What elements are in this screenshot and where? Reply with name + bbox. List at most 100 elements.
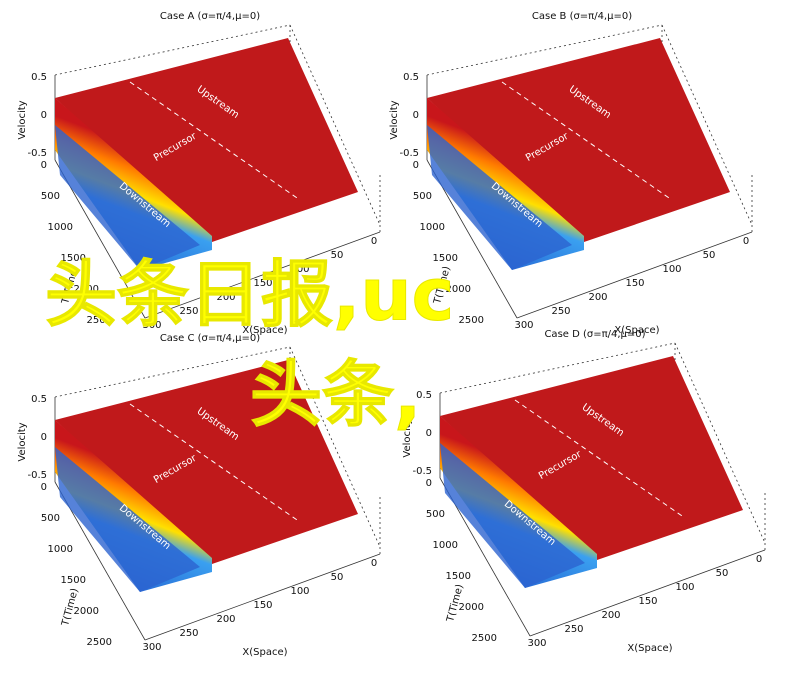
z-tick-label: 0.5 — [403, 72, 419, 83]
panel: Case C (σ=π/4,μ=0)VelocityT(Time)X(Space… — [17, 333, 381, 658]
z-tick-label: 0.5 — [31, 394, 47, 405]
x-tick-label: 100 — [675, 582, 694, 593]
x-tick-label: 50 — [703, 250, 716, 261]
x-tick-label: 0 — [756, 554, 762, 565]
x-tick-label: 250 — [564, 624, 583, 635]
surface-blue — [55, 125, 200, 270]
axis-line — [289, 24, 381, 226]
x-tick-label: 200 — [216, 614, 235, 625]
panel: Case A (σ=π/4,μ=0)VelocityT(Time)X(Space… — [17, 11, 381, 336]
y-tick-label: 2500 — [87, 315, 112, 326]
z-tick-label: 0 — [426, 428, 432, 439]
x-tick-label: 150 — [638, 596, 657, 607]
axis-line — [426, 24, 663, 76]
surface-blue — [440, 443, 585, 588]
x-label: X(Space) — [627, 643, 672, 654]
y-tick-label: 1000 — [48, 544, 73, 555]
surface-red — [55, 38, 358, 242]
front-dashed — [501, 81, 673, 201]
x-label: X(Space) — [614, 325, 659, 336]
front-dashed — [129, 81, 301, 201]
axis-line — [54, 24, 291, 76]
surface-red — [440, 356, 743, 560]
x-tick-label: 300 — [514, 320, 533, 331]
panel: Case B (σ=π/4,μ=0)VelocityT(Time)X(Space… — [389, 11, 753, 336]
x-tick-label: 100 — [290, 586, 309, 597]
axis-line — [439, 342, 676, 394]
overlay-text: 头条日报,uc — [45, 253, 454, 337]
z-label: Velocity — [389, 100, 400, 139]
y-tick-label: 500 — [41, 513, 60, 524]
panel-title: Case B (σ=π/4,μ=0) — [532, 11, 632, 22]
panel-title: Case A (σ=π/4,μ=0) — [160, 11, 260, 22]
axis-line — [144, 553, 381, 641]
x-label: X(Space) — [242, 647, 287, 658]
y-tick-label: 500 — [413, 191, 432, 202]
z-tick-label: 0 — [413, 110, 419, 121]
panel: Case D (σ=π/4,μ=0)VelocityT(Time)X(Space… — [402, 329, 766, 654]
y-tick-label: 1000 — [433, 540, 458, 551]
x-tick-label: 0 — [743, 236, 749, 247]
x-tick-label: 250 — [551, 306, 570, 317]
z-label: Velocity — [402, 418, 413, 457]
surface-red — [55, 360, 358, 564]
y-tick-label: 1000 — [420, 222, 445, 233]
y-tick-label: 0 — [413, 160, 419, 171]
x-tick-label: 250 — [179, 628, 198, 639]
z-tick-label: -0.5 — [399, 148, 419, 159]
x-tick-label: 250 — [179, 306, 198, 317]
y-tick-label: 1500 — [61, 575, 86, 586]
x-tick-label: 150 — [253, 600, 272, 611]
z-tick-label: 0.5 — [416, 390, 432, 401]
y-tick-label: 2000 — [446, 284, 471, 295]
y-tick-label: 2000 — [459, 602, 484, 613]
x-tick-label: 300 — [142, 320, 161, 331]
z-tick-label: -0.5 — [27, 470, 47, 481]
axis-line — [516, 231, 753, 319]
axis-line — [54, 346, 291, 398]
axis-line — [674, 342, 766, 544]
y-tick-label: 0 — [426, 478, 432, 489]
y-tick-label: 2500 — [459, 315, 484, 326]
surface-blue — [427, 125, 572, 270]
x-tick-label: 0 — [371, 558, 377, 569]
y-tick-label: 2000 — [74, 284, 99, 295]
x-tick-label: 50 — [716, 568, 729, 579]
x-tick-label: 150 — [625, 278, 644, 289]
z-tick-label: 0 — [41, 432, 47, 443]
y-tick-label: 1500 — [61, 253, 86, 264]
y-tick-label: 1000 — [48, 222, 73, 233]
surface-blue — [55, 447, 200, 592]
z-tick-label: 0.5 — [31, 72, 47, 83]
y-tick-label: 2500 — [87, 637, 112, 648]
y-tick-label: 1500 — [433, 253, 458, 264]
y-tick-label: 0 — [41, 160, 47, 171]
y-tick-label: 500 — [41, 191, 60, 202]
surface-red — [427, 38, 730, 242]
panel-title: Case C (σ=π/4,μ=0) — [160, 333, 260, 344]
x-tick-label: 300 — [527, 638, 546, 649]
x-tick-label: 0 — [371, 236, 377, 247]
z-tick-label: -0.5 — [412, 466, 432, 477]
z-label: Velocity — [17, 100, 28, 139]
front-dashed — [514, 399, 686, 519]
x-tick-label: 100 — [662, 264, 681, 275]
panel-title: Case D (σ=π/4,μ=0) — [544, 329, 645, 340]
y-tick-label: 500 — [426, 509, 445, 520]
axis-line — [144, 231, 381, 319]
x-tick-label: 200 — [588, 292, 607, 303]
y-tick-label: 0 — [41, 482, 47, 493]
axis-line — [661, 24, 753, 226]
x-label: X(Space) — [242, 325, 287, 336]
x-tick-label: 200 — [216, 292, 235, 303]
y-tick-label: 1500 — [446, 571, 471, 582]
y-tick-label: 2500 — [472, 633, 497, 644]
x-tick-label: 300 — [142, 642, 161, 653]
z-tick-label: 0 — [41, 110, 47, 121]
x-tick-label: 150 — [253, 278, 272, 289]
x-tick-label: 50 — [331, 250, 344, 261]
x-tick-label: 50 — [331, 572, 344, 583]
overlay-text: 头条, — [250, 353, 421, 437]
x-tick-label: 200 — [601, 610, 620, 621]
